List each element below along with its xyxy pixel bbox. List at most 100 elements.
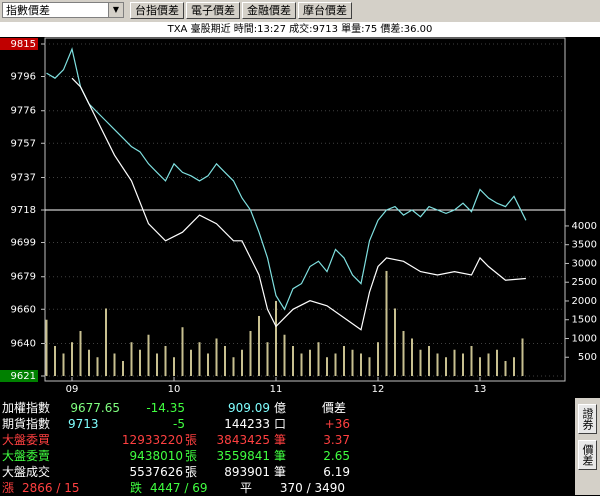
quote-label: 漲 xyxy=(2,481,15,495)
quote-cell: 2866 / 15 xyxy=(22,481,80,495)
y2-tick-label: 4000 xyxy=(572,221,597,232)
volume-bar xyxy=(198,342,201,376)
volume-bar xyxy=(181,327,184,376)
volume-bar xyxy=(190,349,192,376)
quote-cell: +36 xyxy=(324,417,350,431)
quote-label: 大盤成交 xyxy=(2,465,51,479)
side-bar: 證券 價差 xyxy=(575,398,600,495)
volume-bar xyxy=(300,353,303,376)
quote-cell: 3843425 xyxy=(216,433,270,447)
y-tick-label: 9815 xyxy=(11,39,36,50)
y2-tick-label: 3000 xyxy=(572,258,597,269)
volume-bar xyxy=(113,353,116,376)
quote-cell: -14.35 xyxy=(146,401,185,415)
quote-cell: 筆 xyxy=(274,465,287,479)
y-tick-label: 9699 xyxy=(11,238,36,249)
x-tick-label: 13 xyxy=(474,384,487,395)
y-tick-label: 9718 xyxy=(11,205,36,216)
volume-bar xyxy=(147,334,150,376)
quote-panel: 加權指數 9677.65 -14.35 909.09 億 價差 期貨指數 9713 -5 1442… xyxy=(0,398,575,495)
quote-cell: 12933220 xyxy=(121,433,183,447)
tab-button[interactable]: 台指價差 xyxy=(130,2,184,19)
quote-cell: 5537626 xyxy=(129,465,183,479)
y-tick-label: 9737 xyxy=(11,172,36,183)
quote-cell: 9438010 xyxy=(129,449,183,463)
quote-row: 期貨指數 9713 -5 144233 口 +36 xyxy=(0,416,575,432)
volume-bar xyxy=(368,357,371,376)
quote-cell: 9713 xyxy=(68,417,99,431)
tab-button[interactable]: 電子價差 xyxy=(186,2,240,19)
volume-bar xyxy=(54,345,56,376)
volume-bar xyxy=(487,353,490,376)
y-tick-label: 9621 xyxy=(11,371,36,382)
volume-bar xyxy=(343,345,345,376)
volume-bar xyxy=(470,345,473,376)
volume-bar xyxy=(241,349,243,376)
status-line: TXA 臺股期近 時間:13:27 成交:9713 單量:75 價差:36.00 xyxy=(0,22,600,37)
side-button[interactable]: 證券 xyxy=(578,404,597,434)
quote-cell: 張 xyxy=(185,465,198,479)
quote-cell: 6.19 xyxy=(323,465,350,479)
quote-label: 加權指數 xyxy=(2,401,51,415)
volume-bar xyxy=(317,342,320,376)
quote-cell: 筆 xyxy=(274,449,287,463)
volume-bar xyxy=(266,342,269,376)
volume-bar xyxy=(88,349,90,376)
volume-bar xyxy=(309,349,311,376)
dropdown[interactable]: 指數價差 ▼ xyxy=(2,2,124,18)
volume-bar xyxy=(513,357,515,376)
volume-bar xyxy=(462,353,464,376)
volume-bar xyxy=(428,345,430,376)
y-tick-label: 9796 xyxy=(11,72,36,83)
volume-bar xyxy=(156,353,158,376)
volume-bar xyxy=(164,345,167,376)
quote-cell: 平 xyxy=(240,481,253,495)
quote-cell: 口 xyxy=(274,417,287,431)
quote-row: 大盤委賣 9438010 張 3559841 筆 2.65 xyxy=(0,448,575,464)
volume-bar xyxy=(394,308,396,376)
toolbar: 指數價差 ▼ 台指價差 電子價差 金融價差 摩台價差 xyxy=(0,0,600,22)
dropdown-arrow[interactable]: ▼ xyxy=(108,3,123,17)
volume-bar xyxy=(283,334,286,376)
tab-button[interactable]: 金融價差 xyxy=(242,2,296,19)
volume-bar xyxy=(105,308,107,376)
y-tick-label: 9757 xyxy=(11,138,36,149)
chart: 9815 9796 9776 9757 9737 9718 9699 9679 9660 9640… xyxy=(0,37,597,395)
quote-cell: 2.65 xyxy=(323,449,350,463)
quote-label: 大盤委賣 xyxy=(2,449,51,463)
volume-bar xyxy=(207,353,209,376)
quote-row: 大盤委買 12933220 張 3843425 筆 3.37 xyxy=(0,432,575,448)
quote-cell: 張 xyxy=(185,449,198,463)
tick-highlight xyxy=(0,38,38,50)
volume-bar xyxy=(445,357,447,376)
volume-bar xyxy=(275,300,277,376)
tick-highlight xyxy=(0,370,38,382)
quote-cell: 909.09 xyxy=(228,401,270,415)
quote-cell: 370 / 3490 xyxy=(279,481,345,495)
x-tick-label: 09 xyxy=(66,384,79,395)
tab-button[interactable]: 摩台價差 xyxy=(298,2,352,19)
quote-row: 漲 2866 / 15 跌 4447 / 69 平 370 / 3490 xyxy=(0,480,575,496)
quote-cell: 筆 xyxy=(274,433,287,447)
volume-bar xyxy=(215,338,218,376)
y-tick-label: 9640 xyxy=(11,338,36,349)
volume-bar xyxy=(45,319,48,376)
y2-tick-label: 2500 xyxy=(572,277,597,288)
volume-bar xyxy=(419,349,422,376)
volume-bar xyxy=(351,349,354,376)
dropdown-text: 指數價差 xyxy=(6,4,50,17)
y-tick-label: 9776 xyxy=(11,106,36,117)
y-tick-label: 9679 xyxy=(11,272,36,283)
x-tick-label: 12 xyxy=(372,384,385,395)
volume-bar xyxy=(334,353,337,376)
quote-row: 大盤成交 5537626 張 893901 筆 6.19 xyxy=(0,464,575,480)
volume-bar xyxy=(496,349,498,376)
volume-bar xyxy=(292,345,294,376)
y2-tick-label: 500 xyxy=(578,352,597,363)
volume-bar xyxy=(453,349,456,376)
volume-bar xyxy=(377,342,379,376)
price-line xyxy=(71,77,526,331)
quote-row: 加權指數 9677.65 -14.35 909.09 億 價差 xyxy=(0,400,575,416)
side-button[interactable]: 價差 xyxy=(578,440,597,470)
quote-cell: 3.37 xyxy=(323,433,350,447)
